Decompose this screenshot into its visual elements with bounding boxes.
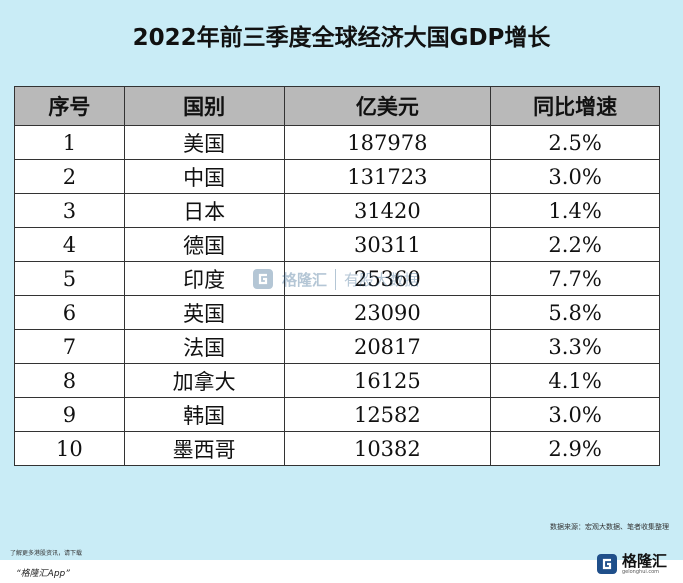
cell-gdp: 20817 xyxy=(283,329,492,364)
cell-rank: 7 xyxy=(14,329,125,364)
table-row: 6 英国 23090 5.8% xyxy=(14,295,660,330)
header-growth: 同比增速 xyxy=(490,86,660,126)
header-gdp: 亿美元 xyxy=(283,86,492,126)
table-row: 5 印度 25360 7.7% xyxy=(14,261,660,296)
cell-country: 韩国 xyxy=(123,397,285,432)
cell-rank: 2 xyxy=(14,159,125,194)
cell-growth: 2.9% xyxy=(490,431,660,466)
cell-country: 墨西哥 xyxy=(123,431,285,466)
table-row: 9 韩国 12582 3.0% xyxy=(14,397,660,432)
cell-gdp: 10382 xyxy=(283,431,492,466)
cell-growth: 2.2% xyxy=(490,227,660,262)
cell-growth: 1.4% xyxy=(490,193,660,228)
cell-growth: 4.1% xyxy=(490,363,660,398)
cell-gdp: 187978 xyxy=(283,125,492,160)
table-row: 1 美国 187978 2.5% xyxy=(14,125,660,160)
cell-rank: 9 xyxy=(14,397,125,432)
cell-gdp: 16125 xyxy=(283,363,492,398)
cell-country: 中国 xyxy=(123,159,285,194)
cell-rank: 10 xyxy=(14,431,125,466)
cell-gdp: 12582 xyxy=(283,397,492,432)
cell-country: 德国 xyxy=(123,227,285,262)
brand-logo: 格隆汇 gelonghui.com xyxy=(596,553,667,575)
header-rank: 序号 xyxy=(14,86,125,126)
promo-app-name: “格隆汇App” xyxy=(16,569,70,579)
cell-growth: 5.8% xyxy=(490,295,660,330)
cell-country: 法国 xyxy=(123,329,285,364)
table-header-row: 序号 国别 亿美元 同比增速 xyxy=(14,86,660,126)
cell-rank: 6 xyxy=(14,295,125,330)
cell-country: 印度 xyxy=(123,261,285,296)
brand-url: gelonghui.com xyxy=(621,569,660,575)
gelonghui-logo-icon xyxy=(596,554,617,574)
cell-rank: 1 xyxy=(14,125,125,160)
cell-gdp: 30311 xyxy=(283,227,492,262)
cell-growth: 3.0% xyxy=(490,159,660,194)
cell-growth: 7.7% xyxy=(490,261,660,296)
cell-rank: 3 xyxy=(14,193,125,228)
table-row: 3 日本 31420 1.4% xyxy=(14,193,660,228)
table-row: 4 德国 30311 2.2% xyxy=(14,227,660,262)
cell-rank: 5 xyxy=(14,261,125,296)
page-title: 2022年前三季度全球经济大国GDP增长 xyxy=(132,25,551,51)
table-row: 10 墨西哥 10382 2.9% xyxy=(14,431,660,466)
cell-gdp: 31420 xyxy=(283,193,492,228)
brand-name: 格隆汇 xyxy=(621,552,667,570)
cell-gdp: 131723 xyxy=(283,159,492,194)
header-country: 国别 xyxy=(123,86,285,126)
cell-rank: 4 xyxy=(14,227,125,262)
cell-growth: 3.3% xyxy=(490,329,660,364)
table-row: 2 中国 131723 3.0% xyxy=(14,159,660,194)
cell-growth: 2.5% xyxy=(490,125,660,160)
cell-gdp: 25360 xyxy=(283,261,492,296)
cell-country: 英国 xyxy=(123,295,285,330)
table-row: 7 法国 20817 3.3% xyxy=(14,329,660,364)
cell-country: 日本 xyxy=(123,193,285,228)
cell-country: 加拿大 xyxy=(123,363,285,398)
cell-country: 美国 xyxy=(123,125,285,160)
cell-growth: 3.0% xyxy=(490,397,660,432)
cell-rank: 8 xyxy=(14,363,125,398)
gdp-table: 序号 国别 亿美元 同比增速 1 美国 187978 2.5% 2 中国 131… xyxy=(14,86,660,466)
promo-text: 了解更多港股资讯，请下载 xyxy=(10,550,83,557)
cell-gdp: 23090 xyxy=(283,295,492,330)
table-row: 8 加拿大 16125 4.1% xyxy=(14,363,660,398)
source-note: 数据来源：宏观大数据、笔者收集整理 xyxy=(550,523,669,531)
